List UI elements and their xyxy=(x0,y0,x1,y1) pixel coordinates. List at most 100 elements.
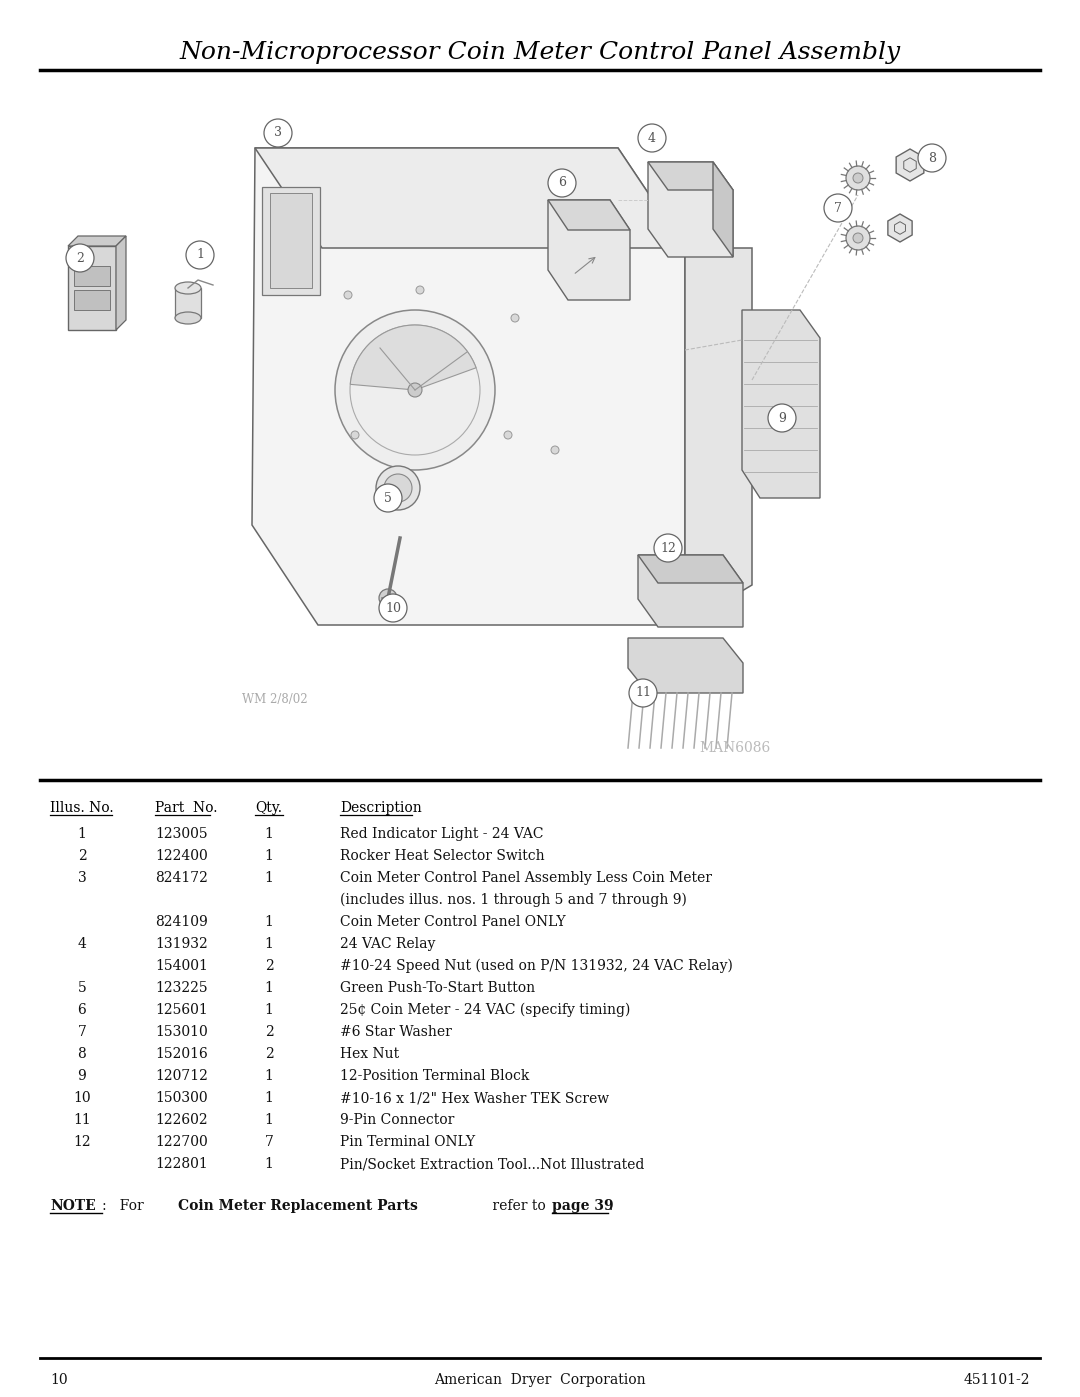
Circle shape xyxy=(511,314,519,321)
Text: 1: 1 xyxy=(265,937,273,951)
Text: 9-Pin Connector: 9-Pin Connector xyxy=(340,1113,455,1127)
Text: 6: 6 xyxy=(558,176,566,190)
Circle shape xyxy=(551,446,559,454)
Text: 12: 12 xyxy=(73,1134,91,1148)
Polygon shape xyxy=(638,555,743,583)
Text: 123005: 123005 xyxy=(156,827,207,841)
Text: 10: 10 xyxy=(73,1091,91,1105)
Text: Qty.: Qty. xyxy=(255,800,282,814)
Text: 7: 7 xyxy=(265,1134,273,1148)
Text: 131932: 131932 xyxy=(156,937,207,951)
Text: page 39: page 39 xyxy=(552,1199,613,1213)
Wedge shape xyxy=(350,326,476,390)
Text: Illus. No.: Illus. No. xyxy=(50,800,113,814)
Polygon shape xyxy=(252,148,685,624)
Polygon shape xyxy=(648,162,733,257)
Circle shape xyxy=(638,124,666,152)
Text: :   For: : For xyxy=(102,1199,148,1213)
Text: 2: 2 xyxy=(265,1025,273,1039)
Text: 1: 1 xyxy=(265,1091,273,1105)
Circle shape xyxy=(264,119,292,147)
Circle shape xyxy=(824,194,852,222)
Circle shape xyxy=(379,590,397,608)
Circle shape xyxy=(548,169,576,197)
Text: 1: 1 xyxy=(265,1113,273,1127)
Circle shape xyxy=(408,383,422,397)
Text: NOTE: NOTE xyxy=(50,1199,96,1213)
Text: Coin Meter Replacement Parts: Coin Meter Replacement Parts xyxy=(178,1199,418,1213)
Text: 2: 2 xyxy=(76,251,84,264)
Text: 3: 3 xyxy=(78,870,86,886)
Circle shape xyxy=(504,432,512,439)
Text: 824172: 824172 xyxy=(156,870,207,886)
Circle shape xyxy=(846,226,870,250)
Polygon shape xyxy=(742,310,820,497)
Text: Pin/Socket Extraction Tool...Not Illustrated: Pin/Socket Extraction Tool...Not Illustr… xyxy=(340,1157,645,1171)
Circle shape xyxy=(379,594,407,622)
Text: #6 Star Washer: #6 Star Washer xyxy=(340,1025,451,1039)
Circle shape xyxy=(374,483,402,511)
FancyBboxPatch shape xyxy=(75,265,110,286)
Polygon shape xyxy=(896,149,923,182)
Text: 2: 2 xyxy=(265,958,273,972)
Text: MAN6086: MAN6086 xyxy=(700,740,771,754)
Ellipse shape xyxy=(175,282,201,293)
Polygon shape xyxy=(548,200,630,300)
Text: 4: 4 xyxy=(78,937,86,951)
Text: 10: 10 xyxy=(384,602,401,615)
Text: 8: 8 xyxy=(928,151,936,165)
Text: 1: 1 xyxy=(265,849,273,863)
Text: Hex Nut: Hex Nut xyxy=(340,1046,400,1060)
Circle shape xyxy=(376,467,420,510)
Text: Rocker Heat Selector Switch: Rocker Heat Selector Switch xyxy=(340,849,544,863)
Text: 150300: 150300 xyxy=(156,1091,207,1105)
Polygon shape xyxy=(255,148,685,249)
FancyBboxPatch shape xyxy=(262,187,320,295)
FancyBboxPatch shape xyxy=(75,291,110,310)
Text: 122400: 122400 xyxy=(156,849,207,863)
Text: 122700: 122700 xyxy=(156,1134,207,1148)
Text: 1: 1 xyxy=(265,981,273,995)
Text: 153010: 153010 xyxy=(156,1025,207,1039)
Circle shape xyxy=(918,144,946,172)
Text: #10-24 Speed Nut (used on P/N 131932, 24 VAC Relay): #10-24 Speed Nut (used on P/N 131932, 24… xyxy=(340,958,733,974)
Text: refer to: refer to xyxy=(488,1199,550,1213)
Text: 824109: 824109 xyxy=(156,915,207,929)
Circle shape xyxy=(351,432,359,439)
Text: 1: 1 xyxy=(265,1069,273,1083)
FancyBboxPatch shape xyxy=(68,246,116,330)
Text: 1: 1 xyxy=(265,827,273,841)
Text: 8: 8 xyxy=(78,1046,86,1060)
Text: 1: 1 xyxy=(265,915,273,929)
Text: 1: 1 xyxy=(265,1003,273,1017)
Polygon shape xyxy=(548,200,630,231)
Circle shape xyxy=(186,242,214,270)
Polygon shape xyxy=(648,162,733,190)
Text: 1: 1 xyxy=(78,827,86,841)
Text: Non-Microprocessor Coin Meter Control Panel Assembly: Non-Microprocessor Coin Meter Control Pa… xyxy=(179,41,901,63)
Polygon shape xyxy=(685,249,752,624)
Circle shape xyxy=(335,310,495,469)
Circle shape xyxy=(416,286,424,293)
Circle shape xyxy=(654,534,681,562)
Circle shape xyxy=(384,474,411,502)
Text: 7: 7 xyxy=(834,201,842,215)
Circle shape xyxy=(66,244,94,272)
FancyBboxPatch shape xyxy=(175,288,201,319)
Polygon shape xyxy=(888,214,913,242)
Text: 10: 10 xyxy=(50,1373,68,1387)
Text: 9: 9 xyxy=(78,1069,86,1083)
Text: Green Push-To-Start Button: Green Push-To-Start Button xyxy=(340,981,535,995)
Text: 3: 3 xyxy=(274,127,282,140)
Text: 122801: 122801 xyxy=(156,1157,207,1171)
Text: #10-16 x 1/2" Hex Washer TEK Screw: #10-16 x 1/2" Hex Washer TEK Screw xyxy=(340,1091,609,1105)
Circle shape xyxy=(853,233,863,243)
Text: 122602: 122602 xyxy=(156,1113,207,1127)
Polygon shape xyxy=(116,236,126,330)
Text: 6: 6 xyxy=(78,1003,86,1017)
Text: Red Indicator Light - 24 VAC: Red Indicator Light - 24 VAC xyxy=(340,827,543,841)
Text: 12: 12 xyxy=(660,542,676,555)
Circle shape xyxy=(853,173,863,183)
Text: 154001: 154001 xyxy=(156,958,207,972)
Text: 1: 1 xyxy=(195,249,204,261)
